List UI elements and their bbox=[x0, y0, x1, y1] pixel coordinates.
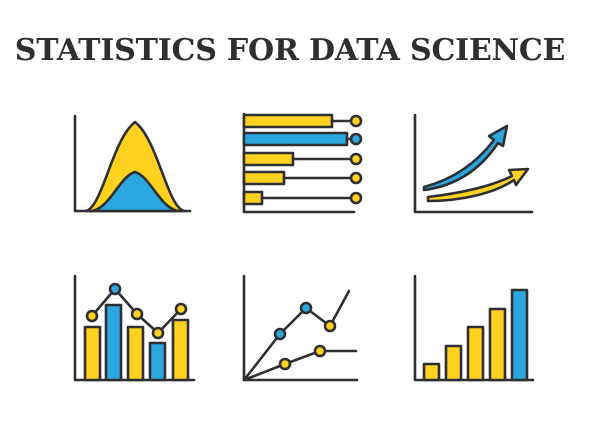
scatter-line-chart-icon bbox=[242, 274, 359, 382]
bar-chart-icon bbox=[413, 274, 535, 382]
bar-line-chart-icon bbox=[73, 274, 196, 382]
normal-distribution-icon bbox=[73, 114, 192, 213]
growth-arrows-icon bbox=[413, 113, 534, 214]
page-title: STATISTICS FOR DATA SCIENCE bbox=[14, 33, 566, 68]
horizontal-bar-chart-icon bbox=[242, 112, 363, 214]
